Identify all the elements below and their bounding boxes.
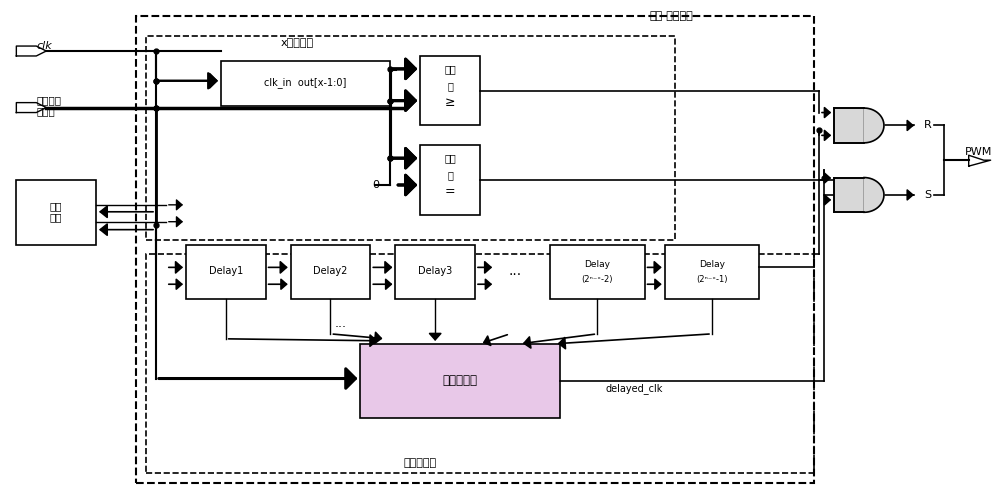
Text: 器: 器: [447, 170, 453, 180]
Bar: [360, 344, 560, 418]
Text: =: =: [445, 186, 455, 199]
Text: R: R: [924, 120, 932, 130]
Bar: [221, 61, 390, 106]
Polygon shape: [864, 178, 884, 212]
Text: 时钟
逻辑: 时钟 逻辑: [50, 201, 62, 223]
Bar: [146, 36, 675, 240]
Text: delayed_clk: delayed_clk: [606, 383, 663, 394]
Text: 占空比控
制信号: 占空比控 制信号: [36, 95, 61, 116]
Text: Delay3: Delay3: [418, 266, 452, 276]
Polygon shape: [864, 108, 884, 143]
Polygon shape: [16, 103, 46, 113]
Bar: [16, 180, 96, 245]
Bar: [665, 245, 759, 299]
Bar: [146, 254, 814, 473]
Bar: [291, 245, 370, 299]
Bar: [420, 56, 480, 125]
Text: clk: clk: [36, 41, 52, 51]
Text: Delay: Delay: [584, 260, 610, 269]
Bar: [395, 245, 475, 299]
Bar: [550, 245, 645, 299]
Text: (2ⁿ⁻ˣ-2): (2ⁿ⁻ˣ-2): [581, 275, 613, 284]
Bar: [420, 145, 480, 215]
Text: x位计数器: x位计数器: [281, 38, 314, 48]
Text: Delay1: Delay1: [209, 266, 243, 276]
Text: ...: ...: [508, 264, 522, 278]
Text: (2ⁿ⁻ˣ-1): (2ⁿ⁻ˣ-1): [696, 275, 728, 284]
Text: 器: 器: [447, 81, 453, 91]
Text: PWM: PWM: [965, 147, 992, 157]
Text: ...: ...: [334, 317, 346, 330]
Bar: [186, 245, 266, 299]
Text: 比较: 比较: [444, 64, 456, 74]
Text: 0: 0: [372, 180, 379, 190]
Bar: [834, 108, 864, 143]
Text: Delay2: Delay2: [313, 266, 348, 276]
Text: 计数-比较电路: 计数-比较电路: [650, 11, 693, 21]
Text: S: S: [924, 190, 931, 200]
Text: 多路选择器: 多路选择器: [443, 374, 478, 387]
Polygon shape: [969, 155, 989, 165]
Bar: [834, 178, 864, 212]
Bar: [136, 16, 814, 483]
Text: 比较: 比较: [444, 153, 456, 163]
Text: clk_in  out[x-1:0]: clk_in out[x-1:0]: [264, 77, 347, 88]
Text: 延迟线电路: 延迟线电路: [404, 458, 437, 468]
Polygon shape: [16, 46, 46, 56]
Text: Delay: Delay: [699, 260, 725, 269]
Text: ≥: ≥: [445, 96, 455, 109]
